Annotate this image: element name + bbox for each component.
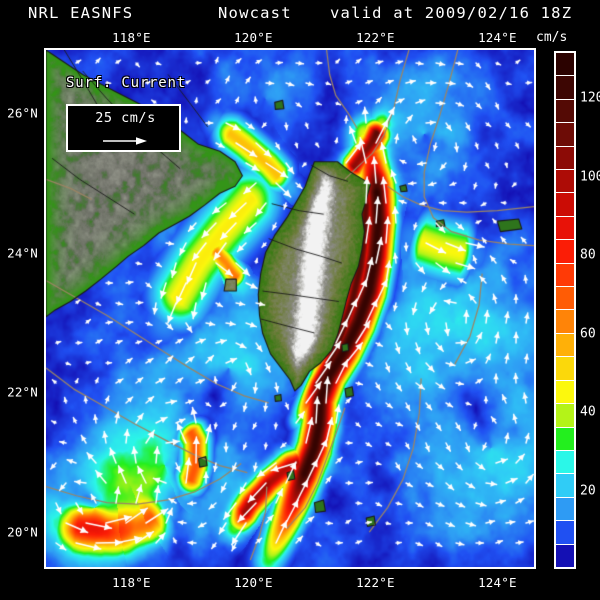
colorbar-tick-label: 60 [580, 326, 596, 342]
colorbar-band [556, 216, 574, 241]
x-axis-tick-label: 122°E [356, 30, 395, 45]
colorbar-band [556, 53, 574, 77]
colorbar-band [556, 497, 574, 522]
colorbar-band [556, 287, 574, 311]
x-axis-tick-label: 124°E [478, 575, 517, 590]
product-type-label: Nowcast [218, 4, 292, 22]
colorbar-tick-label: 100 [580, 169, 600, 185]
y-axis-tick-label: 24°N [7, 245, 38, 261]
colorbar-band [556, 474, 574, 498]
colorbar-band [556, 544, 574, 567]
model-name-label: NRL EASNFS [28, 4, 134, 22]
colorbar-band [556, 357, 574, 381]
colorbar-units-label: cm/s [536, 30, 568, 45]
reference-vector-label: 25 cm/s [95, 110, 156, 126]
colorbar-band [556, 310, 574, 334]
colorbar-band [556, 123, 574, 147]
colorbar[interactable] [554, 51, 576, 569]
y-axis-tick-label: 20°N [7, 524, 38, 540]
colorbar-band [556, 333, 574, 358]
x-axis-tick-label: 124°E [478, 30, 517, 45]
colorbar-tick-label: 40 [580, 404, 596, 420]
title-bar: NRL EASNFS Nowcast valid at 2009/02/16 1… [0, 4, 600, 26]
colorbar-band [556, 450, 574, 475]
colorbar-band [556, 427, 574, 451]
colorbar-band [556, 99, 574, 124]
reference-vector-legend: 25 cm/s [66, 104, 181, 152]
colorbar-band [556, 263, 574, 288]
colorbar-strip [556, 53, 574, 567]
colorbar-band [556, 193, 574, 217]
x-axis-tick-label: 118°E [112, 30, 151, 45]
colorbar-band [556, 521, 574, 545]
valid-time-label: valid at 2009/02/16 18Z [330, 4, 573, 22]
colorbar-band [556, 240, 574, 264]
colorbar-band [556, 380, 574, 405]
colorbar-band [556, 76, 574, 100]
field-label: Surf. Current [66, 75, 186, 91]
y-axis-tick-label: 26°N [7, 105, 38, 121]
colorbar-tick-label: 80 [580, 247, 596, 263]
colorbar-band [556, 170, 574, 194]
x-axis-tick-label: 120°E [234, 30, 273, 45]
y-axis-tick-label: 22°N [7, 384, 38, 400]
colorbar-band [556, 146, 574, 171]
x-axis-tick-label: 120°E [234, 575, 273, 590]
x-axis-tick-label: 122°E [356, 575, 395, 590]
colorbar-tick-label: 120 [580, 90, 600, 106]
colorbar-tick-label: 20 [580, 483, 596, 498]
x-axis-tick-label: 118°E [112, 575, 151, 590]
right-arrow-icon [103, 137, 147, 145]
colorbar-band [556, 404, 574, 428]
